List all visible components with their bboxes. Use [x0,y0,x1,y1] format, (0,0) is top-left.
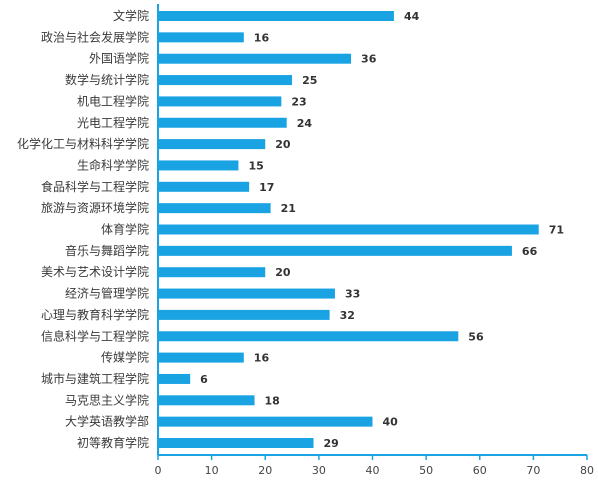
data-label: 6 [200,373,208,386]
data-label: 16 [254,31,270,44]
data-label: 66 [522,245,538,258]
x-tick-label: 60 [473,464,487,477]
category-label: 马克思主义学院 [65,392,149,407]
category-label: 音乐与舞蹈学院 [65,243,149,258]
category-label: 心理与教育科学学院 [41,307,149,322]
value-labels: 44 16 36 25 23 24 20 15 17 21 71 66 20 33 32 56 16 6 18 40 2… [200,10,564,450]
category-label: 传媒学院 [101,350,149,365]
bar-16 [158,352,244,363]
data-label: 25 [302,74,317,87]
category-label: 生命科学学院 [77,157,149,172]
category-label: 大学英语教学部 [65,414,149,429]
x-tick-label: 0 [155,464,162,477]
bar-15 [158,331,459,342]
data-label: 44 [404,10,420,23]
data-label: 32 [340,309,355,322]
category-label: 光电工程学院 [77,115,149,130]
data-label: 33 [345,288,360,301]
category-label: 外国语学院 [89,51,149,66]
category-label: 体育学院 [101,222,149,237]
data-label: 56 [468,330,484,343]
bar-11 [158,245,512,256]
bar-10 [158,224,539,235]
x-tick-label: 40 [366,464,380,477]
category-label: 机电工程学院 [77,93,149,108]
data-label: 18 [265,394,280,407]
category-label: 政治与社会发展学院 [41,29,149,44]
data-label: 71 [549,224,564,237]
x-tick-label: 50 [419,464,433,477]
category-label: 经济与管理学院 [65,286,149,301]
bar-14 [158,309,330,320]
x-tick-label: 20 [258,464,272,477]
data-label: 21 [281,202,296,215]
bar-9 [158,203,271,214]
bar-0 [158,11,394,21]
bars-group [158,11,539,448]
bar-20 [158,438,314,448]
data-label: 29 [324,437,339,450]
data-label: 40 [383,416,399,429]
category-label: 初等教育学院 [77,435,149,450]
bar-4 [158,96,282,107]
data-label: 15 [248,159,263,172]
x-axis: 0 10 20 30 40 50 60 70 80 [155,4,594,477]
bar-17 [158,373,191,384]
category-label: 美术与艺术设计学院 [41,264,149,279]
category-label: 信息科学与工程学院 [41,328,149,343]
bar-2 [158,53,352,64]
data-label: 24 [297,117,313,130]
bar-1 [158,32,244,43]
bar-12 [158,267,266,278]
category-label: 化学化工与材料科学学院 [17,136,149,151]
bar-3 [158,75,293,86]
x-tick-label: 10 [205,464,219,477]
category-label: 数学与统计学院 [65,72,149,87]
data-label: 20 [275,266,291,279]
bar-8 [158,181,250,192]
x-tick-label: 80 [580,464,594,477]
x-tick-label: 70 [526,464,540,477]
data-label: 36 [361,53,377,66]
bar-5 [158,117,287,128]
bar-7 [158,160,239,171]
data-label: 16 [254,352,270,365]
bar-18 [158,395,255,406]
bar-6 [158,139,266,150]
category-label: 文学院 [113,8,149,23]
x-tick-label: 30 [312,464,326,477]
category-label: 城市与建筑工程学院 [41,371,149,386]
data-label: 23 [291,95,306,108]
category-label: 食品科学与工程学院 [41,179,149,194]
bar-13 [158,288,335,299]
data-label: 17 [259,181,274,194]
bar-19 [158,416,373,427]
category-labels: 文学院政治与社会发展学院外国语学院数学与统计学院机电工程学院光电工程学院化学化工… [17,8,149,450]
category-label: 旅游与资源环境学院 [41,200,149,215]
data-label: 20 [275,138,291,151]
